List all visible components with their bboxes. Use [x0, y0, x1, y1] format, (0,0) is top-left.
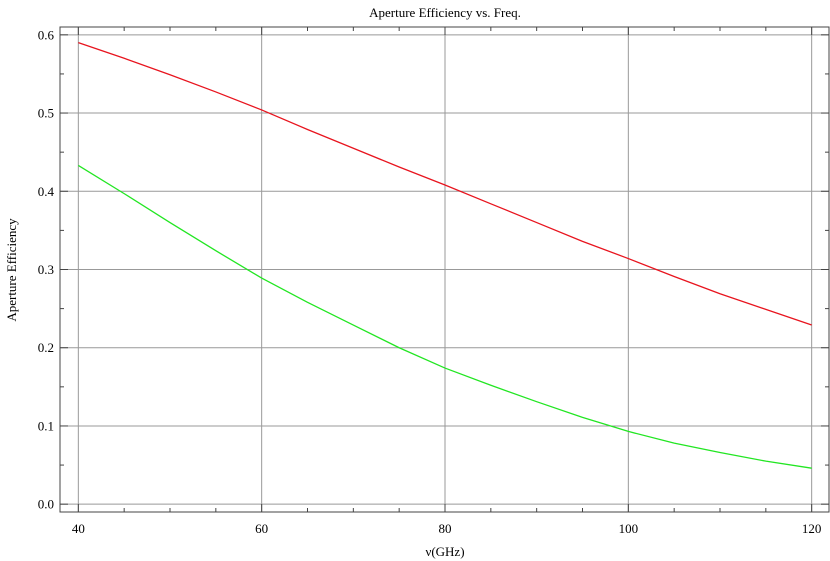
chart-title: Aperture Efficiency vs. Freq. [369, 5, 521, 20]
y-tick-label: 0.3 [38, 262, 54, 277]
series-line-1 [78, 42, 812, 326]
x-axis-label: ν(GHz) [425, 544, 464, 559]
y-tick-label: 0.4 [38, 184, 55, 199]
y-tick-label: 0.6 [38, 27, 55, 42]
y-tick-label: 0.1 [38, 418, 54, 433]
x-tick-label: 40 [72, 521, 85, 536]
x-tick-label: 120 [802, 521, 822, 536]
series-lines [77, 42, 812, 469]
y-tick-label: 0.5 [38, 106, 54, 121]
y-tick-label: 0.0 [38, 497, 54, 512]
x-tick-label: 80 [439, 521, 452, 536]
y-tick-label: 0.2 [38, 340, 54, 355]
grid [60, 27, 829, 512]
series-line-2 [77, 164, 812, 469]
axis-ticks [60, 27, 829, 512]
x-tick-label: 60 [255, 521, 268, 536]
tick-labels: 40 60 80 100 120 0.0 0.1 0.2 0.3 0.4 0.5 0.6 [38, 27, 822, 536]
y-axis-label: Aperture Efficiency [4, 218, 19, 322]
x-tick-label: 100 [619, 521, 639, 536]
